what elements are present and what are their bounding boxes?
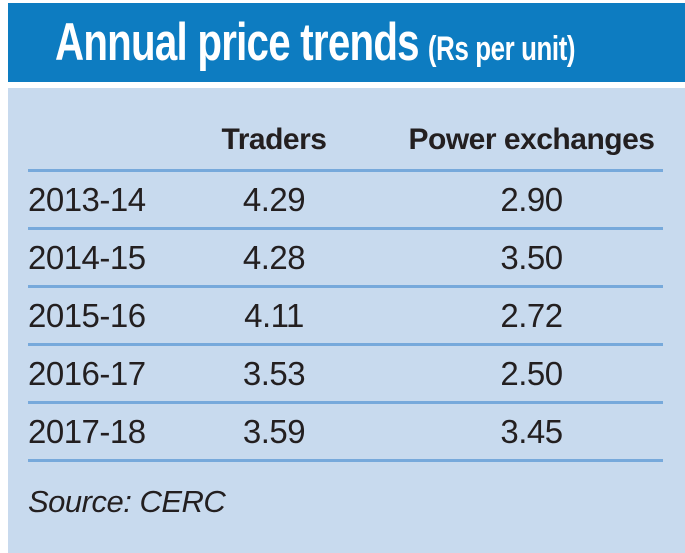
column-header-traders: Traders bbox=[221, 122, 327, 156]
table-row: 2014-15 4.28 3.50 bbox=[28, 230, 663, 288]
exchanges-value: 2.50 bbox=[500, 354, 563, 392]
table-header-row: Traders Power exchanges bbox=[28, 88, 663, 172]
table-row: 2017-18 3.59 3.45 bbox=[28, 404, 663, 462]
traders-value: 4.11 bbox=[244, 296, 304, 334]
year-label: 2016-17 bbox=[28, 354, 146, 392]
traders-value: 3.53 bbox=[242, 354, 306, 392]
exchanges-value: 3.45 bbox=[500, 412, 563, 450]
year-label: 2017-18 bbox=[28, 412, 146, 450]
traders-value: 4.29 bbox=[242, 180, 306, 218]
table-row: 2015-16 4.11 2.72 bbox=[28, 288, 663, 346]
year-label: 2013-14 bbox=[28, 180, 146, 218]
price-table: Traders Power exchanges 2013-14 4.29 2.9… bbox=[8, 88, 685, 553]
title-unit-text: (Rs per unit) bbox=[427, 30, 576, 68]
title-bar: Annual price trends (Rs per unit) bbox=[8, 3, 685, 82]
page-title: Annual price trends (Rs per unit) bbox=[55, 12, 576, 73]
traders-value: 3.59 bbox=[242, 412, 306, 450]
exchanges-value: 2.72 bbox=[500, 296, 563, 334]
title-main-text: Annual price trends bbox=[55, 13, 420, 72]
year-label: 2014-15 bbox=[28, 238, 146, 276]
source-note: Source: CERC bbox=[28, 484, 226, 519]
exchanges-value: 3.50 bbox=[500, 238, 563, 276]
table-row: 2016-17 3.53 2.50 bbox=[28, 346, 663, 404]
exchanges-value: 2.90 bbox=[500, 180, 563, 218]
traders-value: 4.28 bbox=[242, 238, 306, 276]
year-label: 2015-16 bbox=[28, 296, 146, 334]
table-row: 2013-14 4.29 2.90 bbox=[28, 172, 663, 230]
column-header-power-exchanges: Power exchanges bbox=[408, 122, 655, 156]
